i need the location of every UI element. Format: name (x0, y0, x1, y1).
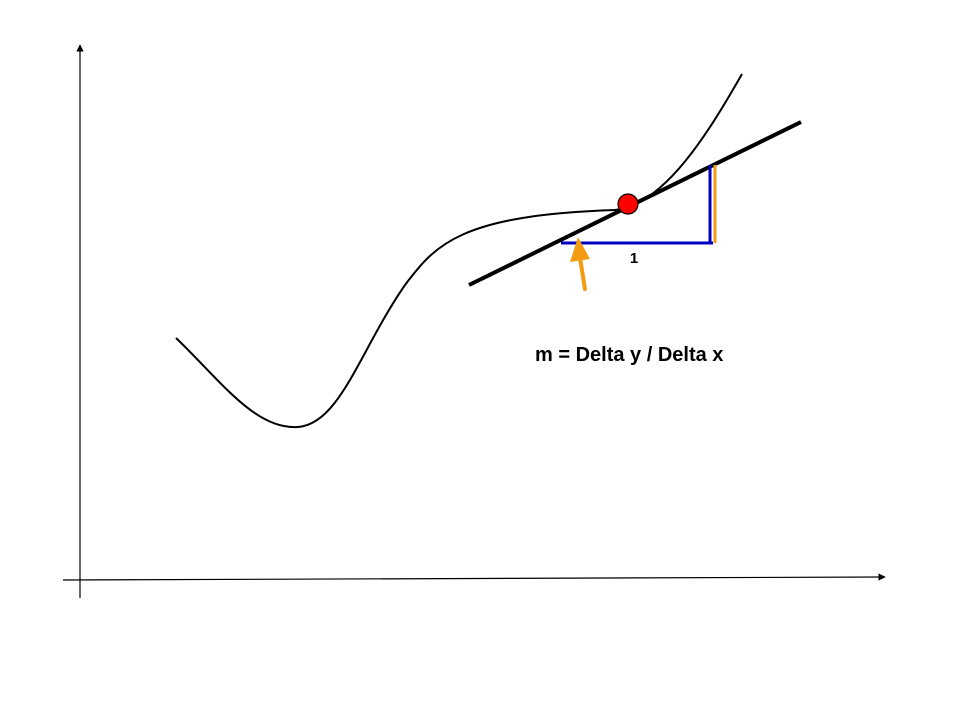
pointer-arrow-icon (570, 237, 590, 291)
x-axis (62, 573, 886, 581)
run-label: 1 (630, 250, 638, 267)
slope-formula: m = Delta y / Delta x (535, 344, 723, 366)
function-curve (175, 73, 743, 429)
tangent-point (617, 193, 639, 215)
